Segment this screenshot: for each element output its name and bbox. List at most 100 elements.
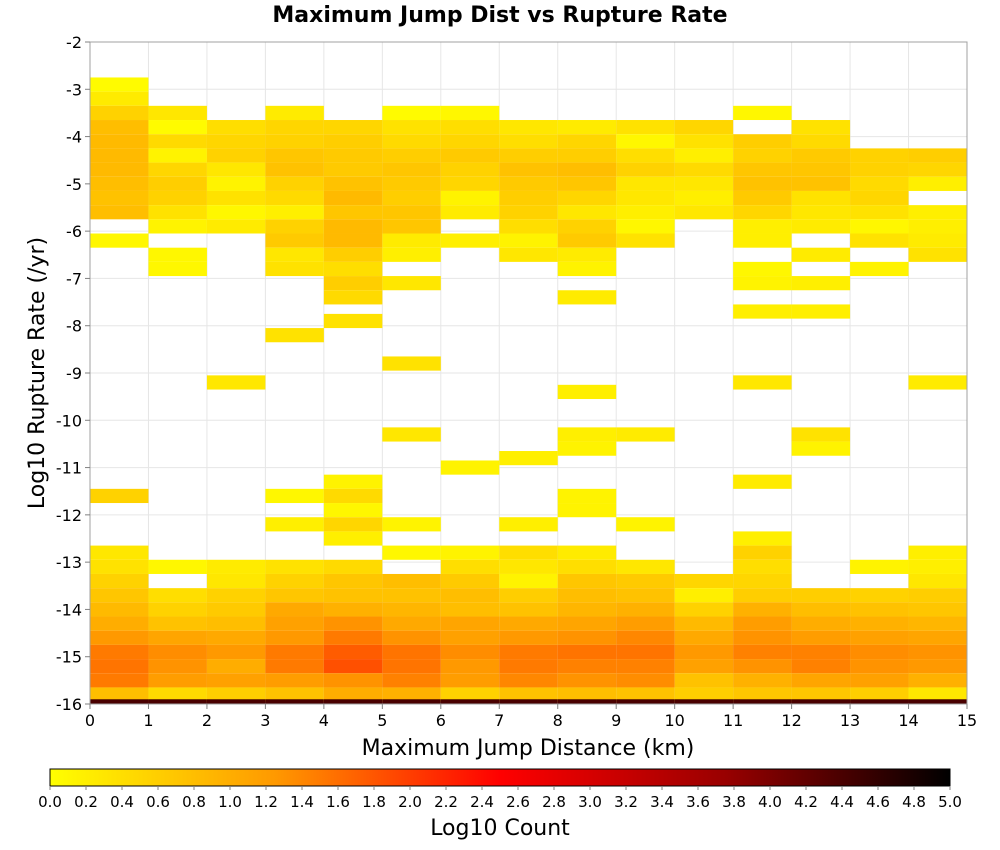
heatmap-cell: [908, 699, 967, 704]
heatmap-cell: [499, 559, 558, 574]
colorbar-tick-label: 0.4: [110, 793, 134, 811]
heatmap-cell: [440, 190, 500, 206]
colorbar-tick-label: 0.6: [146, 793, 170, 811]
heatmap-cell: [674, 616, 734, 631]
heatmap-cell: [674, 120, 734, 135]
heatmap-cell: [90, 630, 149, 645]
heatmap-cell: [557, 148, 617, 163]
heatmap-cell: [323, 699, 383, 704]
colorbar-tick-label: 2.6: [506, 793, 530, 811]
heatmap-cell: [850, 559, 909, 574]
heatmap-cell: [733, 573, 792, 589]
heatmap-cell: [90, 673, 149, 688]
heatmap-cell: [674, 148, 734, 163]
heatmap-cell: [908, 602, 967, 617]
chart-title: Maximum Jump Dist vs Rupture Rate: [272, 3, 727, 28]
heatmap-cell: [323, 233, 383, 248]
heatmap-cell: [148, 219, 207, 234]
heatmap-cell: [323, 659, 383, 674]
heatmap-cell: [791, 176, 851, 191]
heatmap-cell: [499, 247, 558, 262]
colorbar-tick-label: 1.8: [362, 793, 386, 811]
heatmap-cell: [206, 588, 266, 603]
heatmap-cell: [908, 588, 967, 603]
heatmap-cell: [499, 602, 558, 617]
heatmap-cell: [557, 261, 617, 277]
heatmap-cell: [850, 148, 909, 163]
heatmap-cell: [265, 616, 324, 631]
heatmap-cell: [206, 559, 266, 574]
heatmap-cell: [557, 559, 617, 574]
colorbar-tick-label: 0.8: [182, 793, 206, 811]
heatmap-cell: [557, 120, 617, 135]
heatmap-cell: [557, 687, 617, 702]
heatmap-cell: [908, 375, 967, 390]
heatmap-cell: [90, 190, 149, 206]
heatmap-cell: [499, 673, 558, 688]
heatmap-cell: [206, 148, 266, 163]
heatmap-cell: [440, 602, 500, 617]
heatmap-cell: [908, 687, 967, 702]
y-tick-label: -7: [66, 269, 82, 288]
heatmap-cell: [557, 630, 617, 645]
heatmap-cell: [265, 659, 324, 674]
heatmap-cell: [733, 205, 792, 220]
heatmap-cell: [499, 162, 558, 177]
heatmap-cell: [616, 687, 675, 702]
heatmap-cell: [850, 219, 909, 234]
heatmap-cell: [557, 573, 617, 589]
heatmap-cell: [323, 290, 383, 305]
y-tick-label: -8: [66, 317, 82, 336]
heatmap-cell: [908, 673, 967, 688]
heatmap-cell: [265, 176, 324, 191]
heatmap-cell: [791, 219, 851, 234]
heatmap-cell: [850, 261, 909, 277]
heatmap-cell: [499, 517, 558, 532]
heatmap-cell: [323, 474, 383, 489]
heatmap-cell: [90, 545, 149, 560]
heatmap-cell: [382, 148, 441, 163]
heatmap-cell: [557, 503, 617, 518]
heatmap-cell: [557, 384, 617, 400]
colorbar-tick-label: 3.6: [686, 793, 710, 811]
heatmap-cell: [90, 616, 149, 631]
heatmap-cell: [148, 659, 207, 674]
heatmap-cell: [382, 134, 441, 149]
heatmap-cell: [616, 205, 675, 220]
heatmap-cell: [616, 699, 675, 704]
heatmap-cell: [323, 120, 383, 135]
heatmap-cell: [148, 190, 207, 206]
heatmap-cell: [382, 630, 441, 645]
heatmap-cell: [90, 687, 149, 702]
heatmap-cell: [557, 205, 617, 220]
heatmap-cell: [148, 644, 207, 660]
heatmap-cell: [90, 120, 149, 135]
heatmap-cell: [148, 148, 207, 163]
heatmap-cell: [674, 134, 734, 149]
heatmap-cell: [323, 261, 383, 277]
heatmap-cell: [323, 616, 383, 631]
heatmap-cell: [791, 602, 851, 617]
heatmap-cell: [616, 659, 675, 674]
heatmap-cell: [908, 644, 967, 660]
heatmap-cell: [557, 290, 617, 305]
heatmap-cell: [908, 148, 967, 163]
y-tick-label: -16: [56, 695, 82, 714]
heatmap-cell: [850, 699, 909, 704]
heatmap-cell: [440, 176, 500, 191]
x-tick-label: 4: [319, 711, 329, 730]
heatmap-cell: [733, 261, 792, 277]
heatmap-cell: [382, 162, 441, 177]
heatmap-cell: [674, 602, 734, 617]
x-tick-label: 7: [494, 711, 504, 730]
heatmap-cell: [440, 659, 500, 674]
heatmap-cell: [733, 616, 792, 631]
x-axis-ticks: 0 1 2 3 4 5 6 7 8 9 10 11 12 13 14 15: [85, 704, 977, 730]
heatmap-cell: [440, 616, 500, 631]
heatmap-cell: [206, 120, 266, 135]
heatmap-cell: [323, 313, 383, 329]
heatmap-cell: [90, 91, 149, 106]
heatmap-cell: [674, 699, 734, 704]
heatmap-cell: [440, 134, 500, 149]
heatmap-cell: [323, 559, 383, 574]
